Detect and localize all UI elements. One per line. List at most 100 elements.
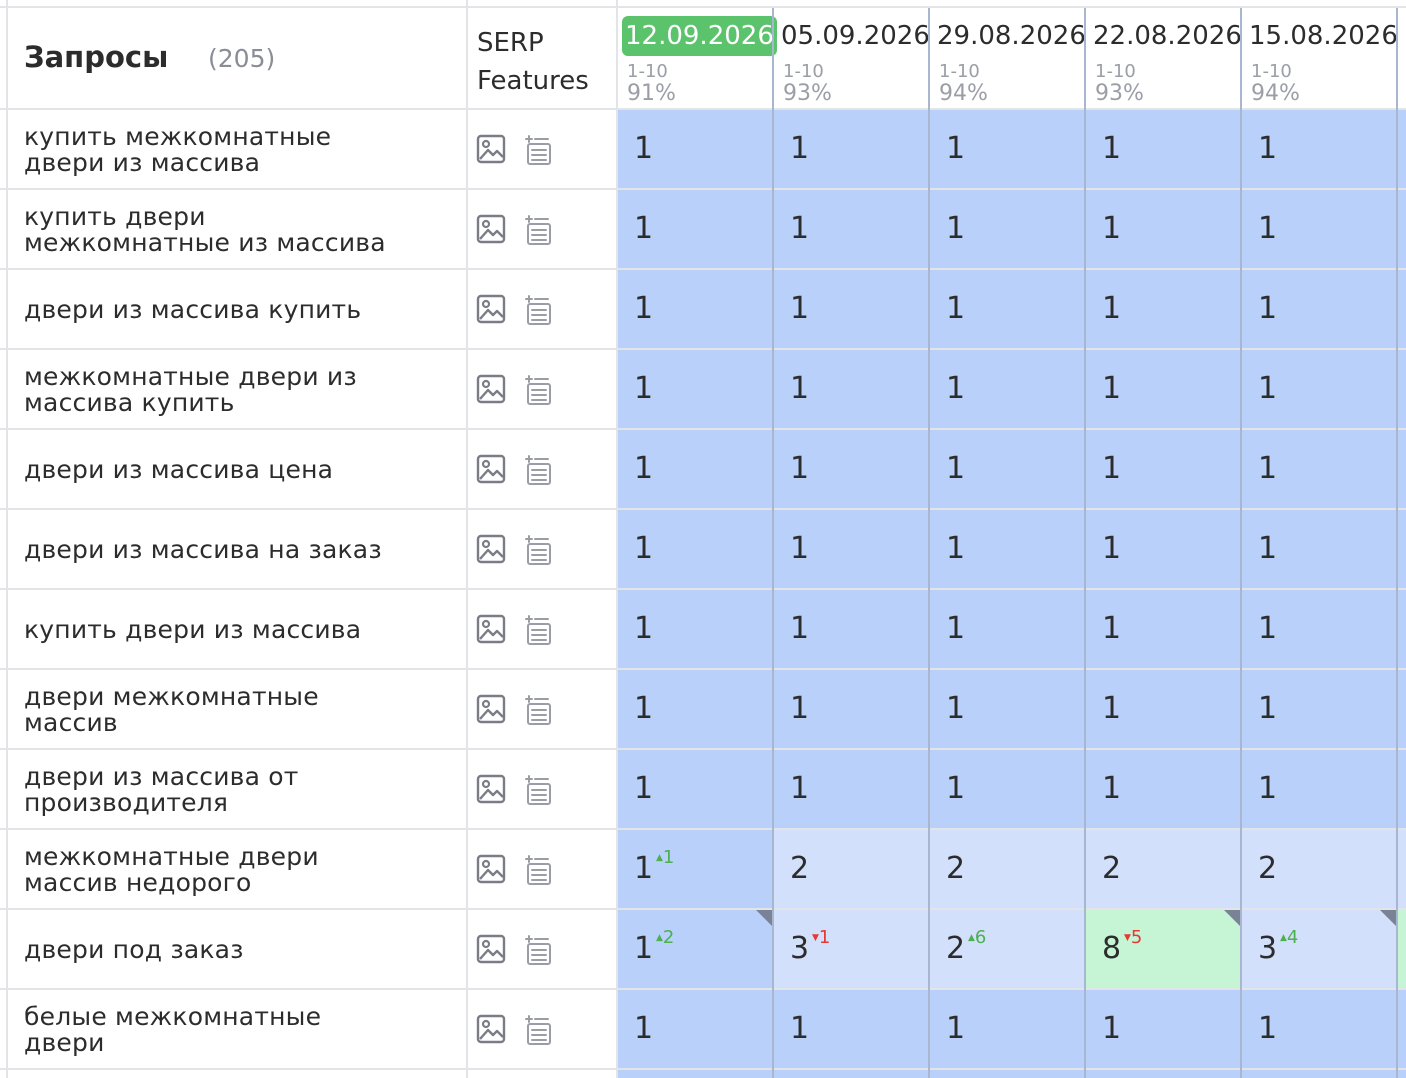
position-cell-partial[interactable] (1398, 830, 1406, 908)
position-cell-partial[interactable] (1398, 430, 1406, 508)
position-cell[interactable]: 1 (1242, 750, 1396, 828)
position-cell[interactable]: 1 (1242, 590, 1396, 668)
image-icon[interactable] (476, 134, 508, 166)
position-cell[interactable]: 1 (1242, 510, 1396, 588)
position-cell[interactable]: 1 (618, 670, 772, 748)
snippet-icon[interactable] (524, 294, 556, 326)
position-cell[interactable]: 1 (1086, 990, 1240, 1068)
image-icon[interactable] (476, 534, 508, 566)
image-icon[interactable] (476, 214, 508, 246)
image-icon[interactable] (476, 774, 508, 806)
position-cell[interactable]: 1 (618, 430, 772, 508)
date-label[interactable]: 15.08.2026 (1249, 21, 1398, 51)
date-column-header[interactable]: 05.09.2026 1-10 93% (774, 14, 930, 108)
position-cell[interactable]: 1 (1242, 430, 1396, 508)
position-cell-partial[interactable] (1398, 350, 1406, 428)
position-cell-partial[interactable] (1398, 590, 1406, 668)
position-cell-partial[interactable] (1398, 750, 1406, 828)
position-cell[interactable]: 1 (774, 990, 928, 1068)
position-cell-partial[interactable] (1398, 190, 1406, 268)
position-cell[interactable]: 1 (1086, 510, 1240, 588)
position-cell[interactable]: 1 ▲1 (618, 830, 772, 908)
image-icon[interactable] (476, 374, 508, 406)
table-row[interactable]: купить двери межкомнатные из массива 1 1 1 1 1 (0, 190, 1406, 270)
position-cell[interactable]: 3 ▼1 (774, 910, 928, 988)
query-text[interactable]: двери из массива от производителя (24, 764, 454, 816)
position-cell[interactable]: 1 (930, 750, 1084, 828)
position-cell-partial[interactable] (1398, 910, 1406, 988)
date-column-header[interactable]: 22.08.2026 1-10 93% (1086, 14, 1242, 108)
table-row[interactable]: двери под заказ 1 ▲2 3 ▼1 2 ▲6 8 ▼5 3 ▲4 (0, 910, 1406, 990)
position-cell[interactable]: 1 (774, 430, 928, 508)
position-cell[interactable]: 1 (1086, 590, 1240, 668)
query-text[interactable]: двери из массива на заказ (24, 537, 454, 563)
position-cell[interactable]: 1 (930, 430, 1084, 508)
position-cell[interactable]: 1 (774, 590, 928, 668)
position-cell[interactable]: 1 (1086, 750, 1240, 828)
position-cell[interactable]: 1 (1242, 990, 1396, 1068)
position-cell[interactable]: 1 (930, 670, 1084, 748)
position-cell[interactable]: 3 ▲4 (1242, 910, 1396, 988)
position-cell[interactable]: 1 (930, 110, 1084, 188)
position-cell-partial[interactable] (1398, 670, 1406, 748)
position-cell[interactable]: 1 (1086, 110, 1240, 188)
position-cell[interactable]: 1 (1242, 270, 1396, 348)
image-icon[interactable] (476, 454, 508, 486)
date-column-header[interactable]: 15.08.2026 1-10 94% (1242, 14, 1398, 108)
position-cell-partial[interactable] (1398, 270, 1406, 348)
snippet-icon[interactable] (524, 934, 556, 966)
snippet-icon[interactable] (524, 534, 556, 566)
position-cell[interactable]: 1 (618, 510, 772, 588)
snippet-icon[interactable] (524, 854, 556, 886)
position-cell[interactable]: 1 (774, 750, 928, 828)
snippet-icon[interactable] (524, 374, 556, 406)
query-text[interactable]: двери из массива цена (24, 457, 454, 483)
position-cell[interactable]: 2 ▲6 (930, 910, 1084, 988)
date-label[interactable]: 22.08.2026 (1093, 21, 1242, 51)
position-cell[interactable]: 1 (1086, 270, 1240, 348)
note-corner-icon[interactable] (756, 910, 772, 926)
table-row[interactable]: белые межкомнатные двери 1 1 1 1 1 (0, 990, 1406, 1070)
position-cell[interactable]: 1 (774, 510, 928, 588)
position-cell[interactable]: 1 (618, 110, 772, 188)
position-cell-partial[interactable] (1398, 990, 1406, 1068)
snippet-icon[interactable] (524, 614, 556, 646)
table-row[interactable]: двери из массива цена 1 1 1 1 1 (0, 430, 1406, 510)
position-cell[interactable]: 1 ▲2 (618, 910, 772, 988)
position-cell[interactable]: 1 (1086, 670, 1240, 748)
position-cell[interactable]: 1 (930, 190, 1084, 268)
note-corner-icon[interactable] (1224, 910, 1240, 926)
query-text[interactable]: двери межкомнатные массив (24, 684, 454, 736)
position-cell[interactable]: 1 (930, 350, 1084, 428)
position-cell[interactable]: 1 (774, 270, 928, 348)
position-cell[interactable]: 1 (618, 270, 772, 348)
image-icon[interactable] (476, 294, 508, 326)
position-cell[interactable]: 2 (774, 830, 928, 908)
queries-column-title[interactable]: Запросы (24, 40, 169, 74)
snippet-icon[interactable] (524, 694, 556, 726)
query-text[interactable]: двери под заказ (24, 937, 454, 963)
position-cell[interactable]: 1 (930, 270, 1084, 348)
position-cell[interactable]: 1 (1086, 190, 1240, 268)
position-cell[interactable]: 1 (618, 190, 772, 268)
position-cell[interactable]: 1 (1242, 110, 1396, 188)
date-column-header[interactable]: 12.09.2026 1-10 91% (618, 14, 777, 108)
position-cell[interactable]: 1 (618, 750, 772, 828)
position-cell[interactable]: 1 (1242, 190, 1396, 268)
date-column-header[interactable]: 29.08.2026 1-10 94% (930, 14, 1086, 108)
snippet-icon[interactable] (524, 134, 556, 166)
position-cell[interactable]: 1 (1242, 670, 1396, 748)
query-text[interactable]: двери из массива купить (24, 297, 454, 323)
position-cell[interactable]: 1 (1086, 430, 1240, 508)
image-icon[interactable] (476, 854, 508, 886)
position-cell[interactable]: 1 (930, 510, 1084, 588)
table-row[interactable]: двери из массива от производителя 1 1 1 1 1 (0, 750, 1406, 830)
position-cell[interactable]: 1 (1242, 350, 1396, 428)
snippet-icon[interactable] (524, 774, 556, 806)
position-cell[interactable]: 2 (1086, 830, 1240, 908)
table-row[interactable]: межкомнатные двери из массива купить 1 1 1 1 1 (0, 350, 1406, 430)
position-cell[interactable]: 2 (930, 830, 1084, 908)
position-cell[interactable]: 1 (774, 670, 928, 748)
date-label[interactable]: 29.08.2026 (937, 21, 1086, 51)
table-row[interactable]: двери из массива на заказ 1 1 1 1 1 (0, 510, 1406, 590)
